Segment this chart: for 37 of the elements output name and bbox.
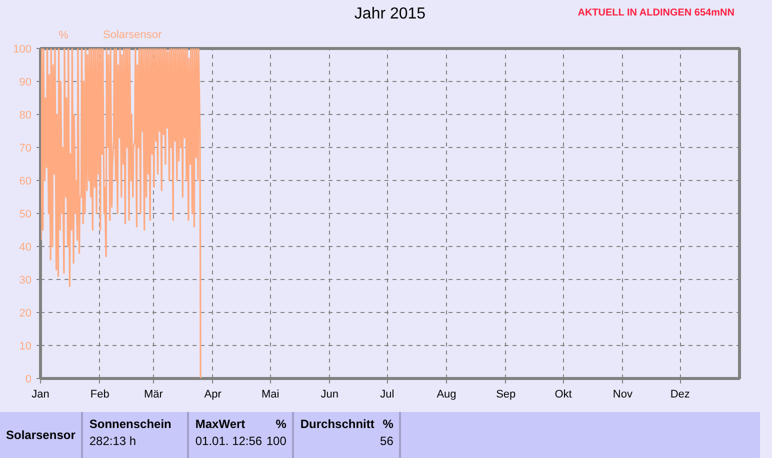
y-tick-label: 40 [19,242,32,254]
text: % [276,416,286,433]
text: 282:13 h [89,434,136,448]
y-tick-label: 90 [19,76,32,88]
y-tick-label: 10 [19,340,32,352]
text: % [382,416,394,433]
x-tick-label: Nov [612,388,633,400]
x-tick-label: Jun [320,388,339,400]
y-tick-label: 20 [19,308,32,320]
text: 56 [380,433,394,450]
y-tick-label: 60 [19,176,32,188]
text: 100 [266,433,286,450]
y-axis-title: % [58,30,69,42]
x-tick-label: Mai [261,388,280,400]
series-label: Solarsensor [103,29,162,41]
y-tick-label: 0 [25,374,32,386]
y-tick-label: 100 [13,44,32,56]
x-tick-label: Aug [436,388,456,400]
x-tick-label: Jul [380,388,394,400]
x-tick-label: Feb [90,388,110,400]
text: Solarsensor [0,412,82,458]
text: MaxWert [195,417,246,431]
x-tick-label: Jan [32,388,50,400]
x-tick-label: Dez [670,388,690,400]
x-tick-label: Sep [496,388,516,400]
x-tick-label: Mär [144,388,164,400]
y-tick-label: 50 [19,208,32,220]
y-tick-label: 30 [19,274,32,286]
x-tick-label: Okt [554,388,572,400]
text: Durchschnitt [300,417,374,431]
chart-title: Jahr 2015 [354,6,426,22]
text: Sonnenschein [89,417,172,431]
text: AKTUELL IN ALDINGEN 654mNN [578,8,734,18]
x-tick-label: Apr [204,388,222,400]
y-tick-label: 70 [19,142,32,154]
text: 01.01. 12:56 [195,434,262,448]
y-tick-label: 80 [19,110,32,122]
